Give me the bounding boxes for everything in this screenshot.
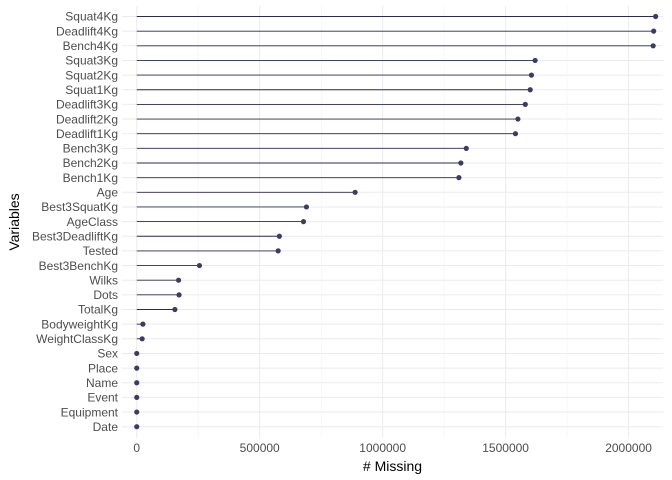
x-axis-title: # Missing [363, 458, 422, 474]
lollipop-point [276, 233, 282, 239]
y-tick-label: Date [93, 420, 119, 434]
lollipop-point [134, 409, 140, 415]
lollipop-point [175, 277, 182, 283]
y-tick-label: Best3BenchKg [39, 259, 118, 273]
y-tick-label: Bench3Kg [63, 142, 118, 156]
y-tick-label: Bench2Kg [63, 156, 118, 170]
lollipop-point [140, 321, 146, 327]
lollipop-point [532, 57, 538, 64]
y-tick-label: Squat3Kg [65, 54, 118, 68]
y-tick-label: Deadlift4Kg [56, 24, 118, 38]
y-tick-label: Equipment [61, 405, 119, 419]
y-tick-label: Age [97, 186, 119, 200]
y-tick-label: Deadlift2Kg [56, 112, 118, 126]
x-tick-label: 1000000 [359, 441, 406, 455]
y-tick-label: Tested [83, 244, 118, 258]
lollipop-point [456, 175, 462, 181]
y-tick-label: Sex [97, 347, 118, 361]
lollipop-point [134, 365, 140, 371]
lollipop-point [651, 28, 657, 34]
lollipop-point [275, 248, 281, 254]
lollipop-point [303, 204, 310, 210]
y-tick-label: WeightClassKg [36, 332, 118, 346]
y-tick-label: Dots [93, 288, 118, 302]
lollipop-point [134, 424, 140, 430]
y-tick-label: Place [88, 361, 118, 375]
y-tick-label: Event [87, 391, 118, 405]
lollipop-point [134, 350, 140, 357]
lollipop-point [352, 189, 358, 195]
x-axis-tick-labels: 0 500000 1000000 1500000 2000000 [133, 441, 652, 455]
x-tick-label: 500000 [240, 441, 280, 455]
y-tick-label: AgeClass [67, 215, 118, 229]
lollipop-point [172, 306, 178, 313]
y-tick-label: Squat4Kg [65, 10, 118, 24]
lollipop-point [527, 87, 533, 93]
lollipop-point [528, 72, 535, 78]
y-tick-label: BodyweightKg [41, 317, 118, 331]
lollipop-point [300, 219, 307, 225]
y-tick-label: Deadlift3Kg [56, 98, 118, 112]
y-axis-tick-labels: Squat4KgDeadlift4KgBench4KgSquat3KgSquat… [32, 10, 119, 434]
lollipop-point [139, 336, 145, 342]
lollipop-point [134, 380, 140, 386]
lollipop-point [512, 131, 519, 137]
x-tick-label: 2000000 [605, 441, 652, 455]
y-tick-label: Squat1Kg [65, 83, 118, 97]
lollipop-point [463, 145, 469, 151]
y-tick-label: Bench4Kg [63, 39, 118, 53]
y-tick-label: Squat2Kg [65, 68, 118, 82]
y-tick-label: Best3DeadliftKg [32, 229, 118, 243]
x-tick-label: 1500000 [482, 441, 529, 455]
y-axis-title: Variables [6, 193, 22, 250]
y-tick-label: Best3SquatKg [41, 200, 118, 214]
y-tick-label: Deadlift1Kg [56, 127, 118, 141]
lollipop-point [458, 160, 464, 166]
y-tick-label: Bench1Kg [63, 171, 118, 185]
y-tick-label: Wilks [89, 273, 118, 287]
lollipop-point [522, 101, 528, 107]
x-tick-label: 0 [133, 441, 140, 455]
lollipop-point [196, 262, 203, 269]
y-tick-label: Name [86, 376, 118, 390]
lollipop-point [515, 116, 521, 122]
lollipop-series [134, 13, 659, 430]
lollipop-point [134, 394, 140, 400]
lollipop-point [176, 292, 182, 298]
lollipop-point [653, 13, 659, 20]
lollipop-point [650, 43, 656, 49]
y-tick-label: TotalKg [78, 303, 118, 317]
